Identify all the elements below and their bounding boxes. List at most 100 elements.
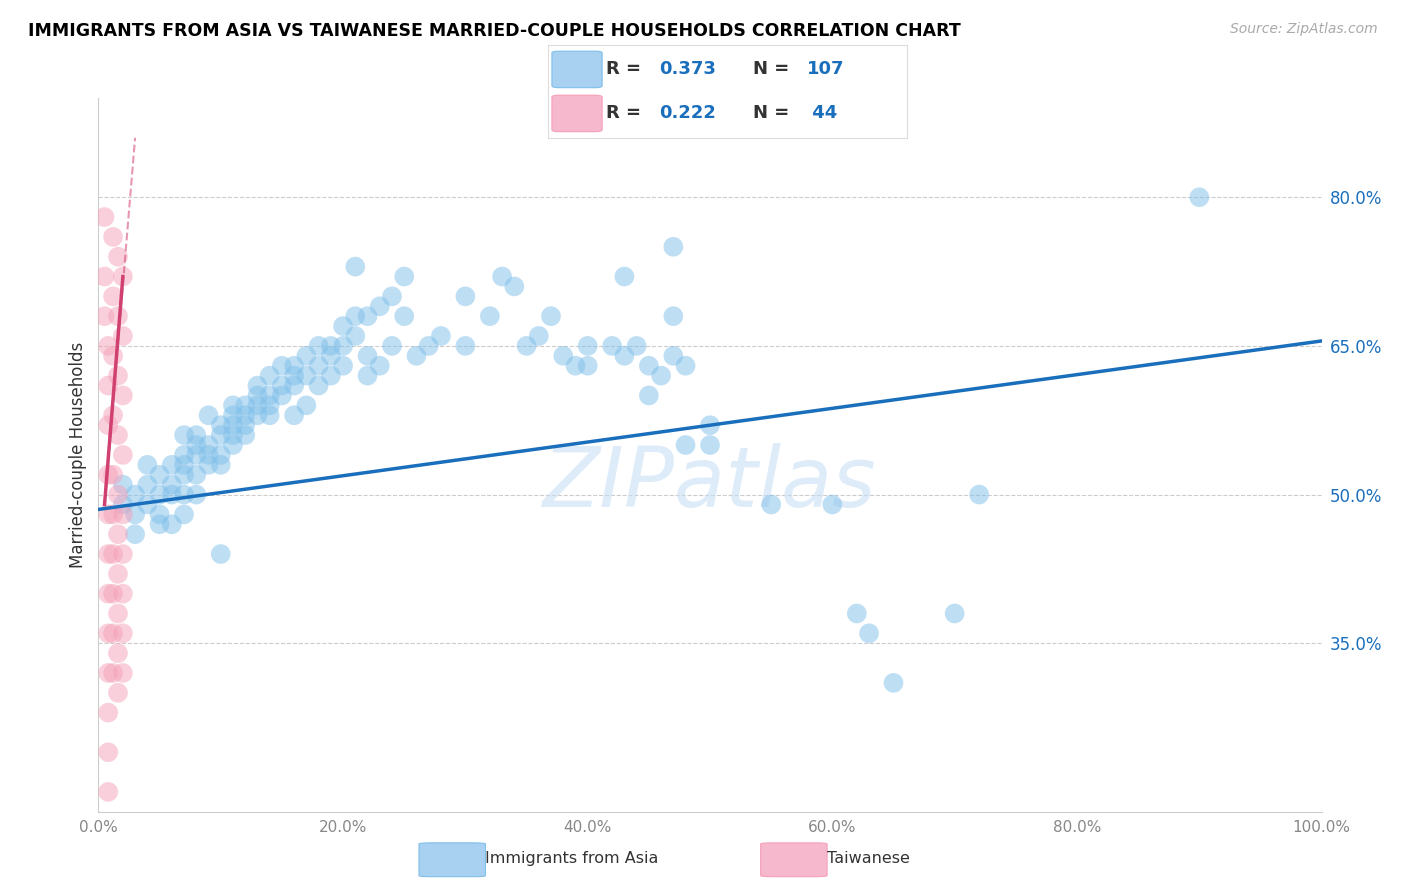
- Point: [101, 508, 124, 522]
- Point: [173, 487, 195, 501]
- Point: [93, 309, 115, 323]
- Point: [246, 388, 269, 402]
- Point: [761, 498, 783, 512]
- Point: [638, 388, 661, 402]
- Text: 44: 44: [807, 104, 838, 122]
- Point: [97, 626, 120, 640]
- Point: [699, 418, 721, 433]
- Point: [107, 686, 129, 700]
- Point: [418, 339, 440, 353]
- Point: [233, 418, 256, 433]
- Point: [454, 339, 477, 353]
- Text: ZIPatlas: ZIPatlas: [543, 443, 877, 524]
- Point: [491, 269, 513, 284]
- Point: [246, 409, 269, 423]
- Point: [233, 398, 256, 412]
- Point: [222, 398, 245, 412]
- Point: [107, 428, 129, 442]
- Point: [197, 458, 219, 472]
- Point: [270, 388, 294, 402]
- Point: [233, 428, 256, 442]
- Point: [356, 349, 378, 363]
- Point: [97, 706, 120, 720]
- Point: [967, 487, 990, 501]
- Point: [197, 448, 219, 462]
- Point: [107, 566, 129, 581]
- Point: [97, 418, 120, 433]
- Point: [93, 269, 115, 284]
- Point: [97, 665, 120, 680]
- Point: [454, 289, 477, 303]
- Point: [883, 676, 905, 690]
- Point: [149, 508, 172, 522]
- Point: [136, 477, 159, 491]
- Point: [160, 487, 183, 501]
- Point: [662, 309, 685, 323]
- Point: [222, 409, 245, 423]
- FancyBboxPatch shape: [553, 51, 602, 87]
- Point: [97, 339, 120, 353]
- Point: [111, 448, 134, 462]
- Point: [160, 517, 183, 532]
- Point: [319, 339, 342, 353]
- Point: [124, 508, 146, 522]
- Point: [564, 359, 586, 373]
- Text: R =: R =: [606, 60, 647, 78]
- Point: [97, 508, 120, 522]
- Point: [173, 458, 195, 472]
- Point: [381, 289, 404, 303]
- Text: IMMIGRANTS FROM ASIA VS TAIWANESE MARRIED-COUPLE HOUSEHOLDS CORRELATION CHART: IMMIGRANTS FROM ASIA VS TAIWANESE MARRIE…: [28, 22, 960, 40]
- Point: [186, 467, 208, 482]
- Point: [392, 309, 416, 323]
- Text: R =: R =: [606, 104, 647, 122]
- Point: [124, 487, 146, 501]
- Point: [111, 508, 134, 522]
- Point: [97, 745, 120, 759]
- Point: [107, 487, 129, 501]
- Point: [356, 368, 378, 383]
- Point: [97, 785, 120, 799]
- Point: [97, 587, 120, 601]
- Point: [662, 349, 685, 363]
- Point: [197, 409, 219, 423]
- Point: [576, 339, 599, 353]
- Point: [344, 309, 367, 323]
- Text: 107: 107: [807, 60, 844, 78]
- Point: [259, 388, 281, 402]
- Point: [430, 329, 453, 343]
- Text: Source: ZipAtlas.com: Source: ZipAtlas.com: [1230, 22, 1378, 37]
- Point: [270, 359, 294, 373]
- Point: [283, 368, 305, 383]
- Point: [246, 378, 269, 392]
- Point: [101, 409, 124, 423]
- Point: [186, 428, 208, 442]
- Point: [160, 477, 183, 491]
- Point: [344, 260, 367, 274]
- Point: [186, 487, 208, 501]
- Point: [332, 319, 354, 334]
- Point: [613, 349, 636, 363]
- Point: [515, 339, 537, 353]
- Point: [107, 527, 129, 541]
- Point: [540, 309, 562, 323]
- Point: [283, 409, 305, 423]
- Point: [332, 359, 354, 373]
- Point: [503, 279, 526, 293]
- Point: [626, 339, 648, 353]
- Point: [111, 626, 134, 640]
- Point: [553, 349, 575, 363]
- Point: [344, 329, 367, 343]
- Point: [650, 368, 672, 383]
- Point: [101, 349, 124, 363]
- Point: [101, 626, 124, 640]
- Point: [160, 458, 183, 472]
- Point: [173, 448, 195, 462]
- Point: [107, 309, 129, 323]
- Point: [675, 438, 697, 452]
- Point: [295, 368, 318, 383]
- Point: [209, 428, 232, 442]
- Point: [111, 587, 134, 601]
- Point: [186, 438, 208, 452]
- FancyBboxPatch shape: [419, 843, 485, 877]
- Point: [259, 398, 281, 412]
